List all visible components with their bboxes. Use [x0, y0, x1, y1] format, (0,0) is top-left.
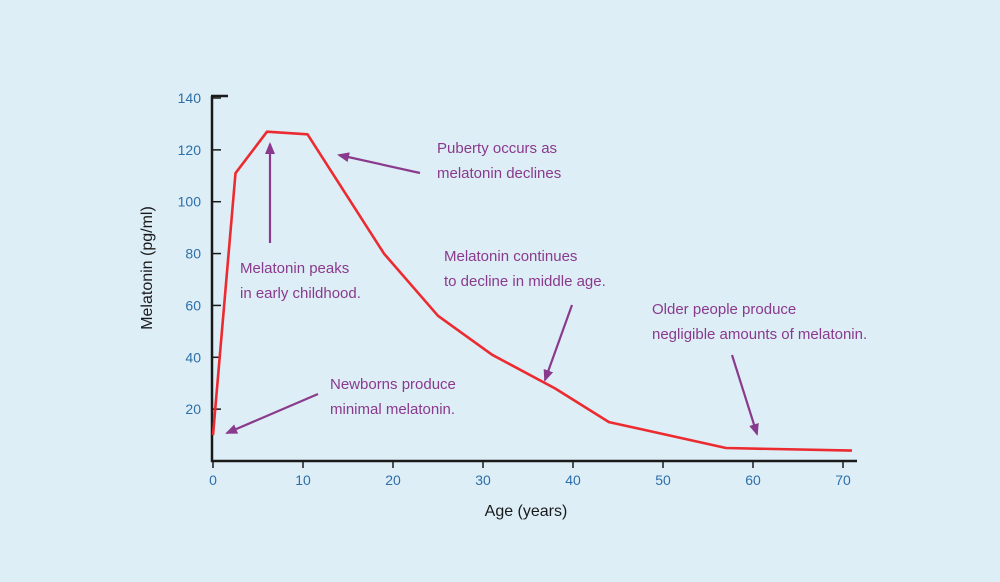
y-axis-title: Melatonin (pg/ml)	[139, 206, 156, 330]
x-tick-label: 50	[655, 472, 671, 488]
x-tick-label: 70	[835, 472, 851, 488]
y-tick-label: 140	[178, 90, 202, 106]
annotation-puberty-line-1: Puberty occurs as	[437, 140, 557, 157]
y-tick-label: 80	[185, 246, 201, 262]
x-tick-label: 0	[209, 472, 217, 488]
x-tick-label: 10	[295, 472, 311, 488]
annotation-newborns-line-2: minimal melatonin.	[330, 401, 455, 418]
annotation-puberty: Puberty occurs as melatonin declines	[437, 140, 561, 182]
annotation-middle-age-line-1: Melatonin continues	[444, 248, 577, 265]
annotation-older: Older people produce negligible amounts …	[652, 301, 867, 343]
y-tick-label: 120	[178, 142, 202, 158]
annotation-middle-age-line-2: to decline in middle age.	[444, 273, 606, 290]
annotation-peak-line-2: in early childhood.	[240, 285, 361, 302]
x-axis-title: Age (years)	[485, 503, 568, 520]
annotation-older-line-1: Older people produce	[652, 301, 796, 318]
y-tick-label: 60	[185, 297, 201, 313]
annotation-middle-age: Melatonin continues to decline in middle…	[444, 248, 606, 290]
newborns-arrow	[225, 392, 319, 435]
older-arrow	[730, 354, 759, 436]
y-tick-label: 20	[185, 401, 201, 417]
annotation-newborns: Newborns produce minimal melatonin.	[330, 376, 460, 418]
middle-age-arrow	[543, 304, 574, 382]
y-tick-label: 100	[178, 194, 202, 210]
x-tick-label: 30	[475, 472, 491, 488]
x-tick-label: 60	[745, 472, 761, 488]
annotation-peak: Melatonin peaks in early childhood.	[240, 260, 361, 302]
annotation-peak-line-1: Melatonin peaks	[240, 260, 349, 277]
melatonin-series-line	[211, 130, 853, 452]
annotation-puberty-line-2: melatonin declines	[437, 165, 561, 182]
annotation-newborns-line-1: Newborns produce	[330, 376, 456, 393]
annotation-older-line-2: negligible amounts of melatonin.	[652, 326, 867, 343]
x-tick-label: 40	[565, 472, 581, 488]
y-tick-label: 40	[185, 349, 201, 365]
x-tick-label: 20	[385, 472, 401, 488]
puberty-arrow	[337, 152, 421, 175]
